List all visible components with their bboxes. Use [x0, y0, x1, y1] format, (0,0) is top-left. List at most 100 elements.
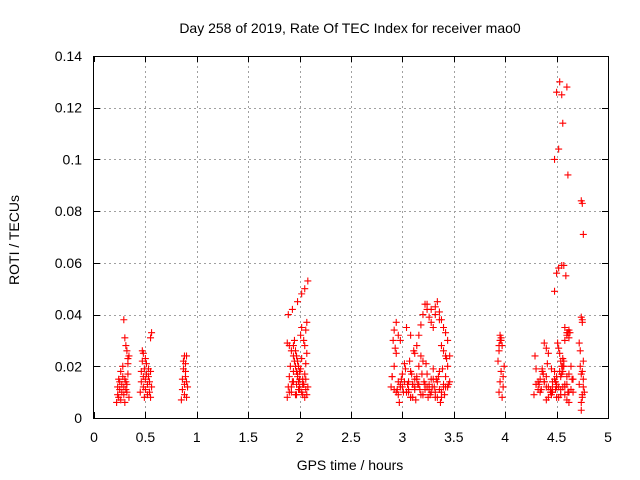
- data-point: [120, 316, 128, 324]
- data-point: [496, 378, 504, 386]
- data-point: [180, 352, 188, 360]
- data-point: [125, 393, 133, 401]
- data-point: [398, 383, 406, 391]
- data-point: [142, 360, 150, 368]
- data-point: [146, 378, 154, 386]
- data-point: [122, 342, 130, 350]
- data-point: [412, 396, 420, 404]
- data-point: [442, 373, 450, 381]
- data-point: [563, 83, 571, 91]
- data-point: [294, 357, 302, 365]
- data-point: [500, 362, 508, 370]
- data-point: [440, 380, 448, 388]
- data-point: [565, 334, 573, 342]
- data-point: [554, 339, 562, 347]
- data-point: [436, 398, 444, 406]
- data-point: [419, 357, 427, 365]
- data-point: [542, 383, 550, 391]
- data-point: [540, 378, 548, 386]
- data-point: [438, 365, 446, 373]
- data-point: [440, 347, 448, 355]
- data-point: [577, 313, 585, 321]
- y-tick-label: 0.08: [55, 203, 82, 219]
- data-point: [423, 383, 431, 391]
- data-point: [442, 352, 450, 360]
- data-point: [123, 347, 131, 355]
- data-point: [577, 406, 585, 414]
- data-point: [543, 360, 551, 368]
- data-point: [117, 367, 125, 375]
- data-point: [553, 88, 561, 96]
- data-point: [299, 380, 307, 388]
- x-tick-label: 1.5: [238, 429, 258, 445]
- data-point: [559, 367, 567, 375]
- data-point: [556, 349, 564, 357]
- data-point: [183, 378, 191, 386]
- data-point: [544, 349, 552, 357]
- data-point: [392, 318, 400, 326]
- data-point: [499, 373, 507, 381]
- data-point: [563, 373, 571, 381]
- data-point: [147, 334, 155, 342]
- data-point: [429, 375, 437, 383]
- data-point: [532, 365, 540, 373]
- data-point: [564, 329, 572, 337]
- data-point: [144, 373, 152, 381]
- data-point: [303, 349, 311, 357]
- data-point: [146, 388, 154, 396]
- data-point: [400, 378, 408, 386]
- data-point: [411, 386, 419, 394]
- data-point: [560, 362, 568, 370]
- data-point: [578, 391, 586, 399]
- data-point: [409, 380, 417, 388]
- data-point: [398, 370, 406, 378]
- data-point: [498, 393, 506, 401]
- data-point: [425, 313, 433, 321]
- y-tick-label: 0.14: [55, 48, 82, 64]
- data-point: [302, 386, 310, 394]
- data-point: [576, 347, 584, 355]
- x-tick-label: 4: [501, 429, 509, 445]
- data-point: [301, 342, 309, 350]
- data-point: [113, 398, 121, 406]
- data-point: [446, 378, 454, 386]
- data-point: [396, 336, 404, 344]
- data-point: [395, 398, 403, 406]
- data-point: [415, 331, 423, 339]
- x-tick-labels: 0 0.5 1 1.5 2 2.5 3 3.5 4 4.5 5: [90, 429, 612, 445]
- data-point: [556, 78, 564, 86]
- data-point: [407, 393, 415, 401]
- data-point: [542, 344, 550, 352]
- data-point: [559, 119, 567, 127]
- data-point: [440, 324, 448, 331]
- x-axis-label: GPS time / hours: [297, 457, 404, 473]
- data-point: [405, 388, 413, 396]
- y-tick-label: 0.12: [55, 100, 82, 116]
- data-point: [555, 344, 563, 352]
- data-point: [560, 261, 568, 269]
- data-point: [547, 365, 555, 373]
- data-point: [567, 362, 575, 370]
- data-point: [429, 365, 437, 373]
- data-point: [540, 339, 548, 347]
- data-point: [413, 342, 421, 350]
- data-point: [561, 324, 569, 331]
- data-point: [139, 349, 147, 357]
- data-point: [415, 380, 423, 388]
- data-point: [283, 393, 291, 401]
- data-point: [547, 388, 555, 396]
- data-point: [532, 380, 540, 388]
- x-tick-label: 1: [193, 429, 201, 445]
- y-tick-labels: 0 0.02 0.04 0.06 0.08 0.1 0.12 0.14: [55, 48, 82, 426]
- data-point: [444, 336, 452, 344]
- data-point: [435, 316, 443, 324]
- data-point: [563, 396, 571, 404]
- data-point: [298, 355, 306, 363]
- data-point: [137, 378, 145, 386]
- data-point: [124, 355, 132, 363]
- data-point: [579, 357, 587, 365]
- data-point: [302, 375, 310, 383]
- data-point: [578, 199, 586, 207]
